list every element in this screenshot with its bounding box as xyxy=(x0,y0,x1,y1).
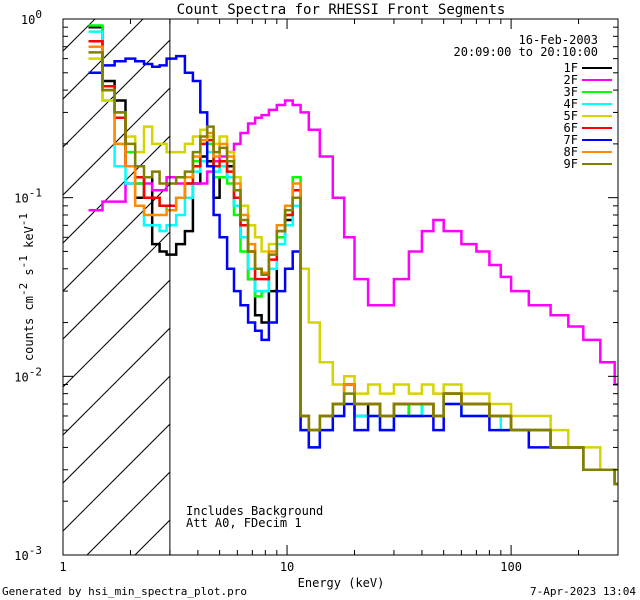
legend-label: 4F xyxy=(564,97,578,111)
hatch-line xyxy=(231,0,640,555)
y-tick-label: 100 xyxy=(21,8,42,27)
note-attenuator: Att A0, FDecim 1 xyxy=(186,516,302,530)
legend-label: 3F xyxy=(564,85,578,99)
hatch-line xyxy=(63,39,170,148)
note-background: Includes Background xyxy=(186,504,323,518)
legend-entry: 9F xyxy=(564,157,612,171)
legend-label: 1F xyxy=(564,61,578,75)
legend: 1F 2F 3F 4F 5F 6F 7F 8F xyxy=(564,61,612,171)
x-tick-label: 10 xyxy=(280,560,294,574)
x-tick-label: 1 xyxy=(59,560,66,574)
legend-entry: 4F xyxy=(564,97,612,111)
hatch-line xyxy=(63,183,170,292)
axis-ticks xyxy=(62,18,619,556)
legend-label: 9F xyxy=(564,157,578,171)
y-tick-label: 10-2 xyxy=(14,365,42,384)
x-tick-label: 100 xyxy=(500,560,522,574)
hatch-line xyxy=(63,87,170,196)
time-range-label: 20:09:00 to 20:10:00 xyxy=(454,45,599,59)
legend-label: 2F xyxy=(564,73,578,87)
y-tick-label: 10-1 xyxy=(14,187,42,206)
series-line-2F xyxy=(88,99,618,386)
legend-entry: 8F xyxy=(564,145,612,159)
series-line-9F xyxy=(88,51,618,486)
timestamp: 7-Apr-2023 13:04 xyxy=(530,585,636,598)
legend-entry: 1F xyxy=(564,61,612,75)
legend-label: 8F xyxy=(564,145,578,159)
y-tick-labels: 10-3 10-2 10-1 100 xyxy=(14,8,42,563)
hatch-lines xyxy=(0,0,640,555)
series-lines xyxy=(88,24,618,486)
y-axis-label: counts cm-2 s-1 keV-1 xyxy=(17,213,36,361)
plot-frame xyxy=(62,18,619,556)
hatch-line xyxy=(63,423,170,532)
hatch-line xyxy=(63,231,170,340)
y-tick-label: 10-3 xyxy=(14,544,42,563)
hatch-line xyxy=(63,19,144,100)
legend-entry: 6F xyxy=(564,121,612,135)
x-axis-label: Energy (keV) xyxy=(298,576,385,590)
hatched-region xyxy=(0,0,640,555)
hatch-line xyxy=(63,375,170,484)
hatch-line xyxy=(63,135,170,244)
hatch-line xyxy=(0,0,111,555)
legend-label: 7F xyxy=(564,133,578,147)
legend-entry: 5F xyxy=(564,109,612,123)
series-line-7F xyxy=(88,54,618,486)
legend-entry: 3F xyxy=(564,85,612,99)
date-label: 16-Feb-2003 xyxy=(519,33,598,47)
x-tick-labels: 1 10 100 xyxy=(59,560,522,574)
legend-label: 5F xyxy=(564,109,578,123)
legend-entry: 2F xyxy=(564,73,612,87)
legend-entry: 7F xyxy=(564,133,612,147)
legend-label: 6F xyxy=(564,121,578,135)
hatch-line xyxy=(63,327,170,436)
chart-title: Count Spectra for RHESSI Front Segments xyxy=(177,2,506,18)
generated-by: Generated by hsi_min_spectra_plot.pro xyxy=(2,585,247,598)
